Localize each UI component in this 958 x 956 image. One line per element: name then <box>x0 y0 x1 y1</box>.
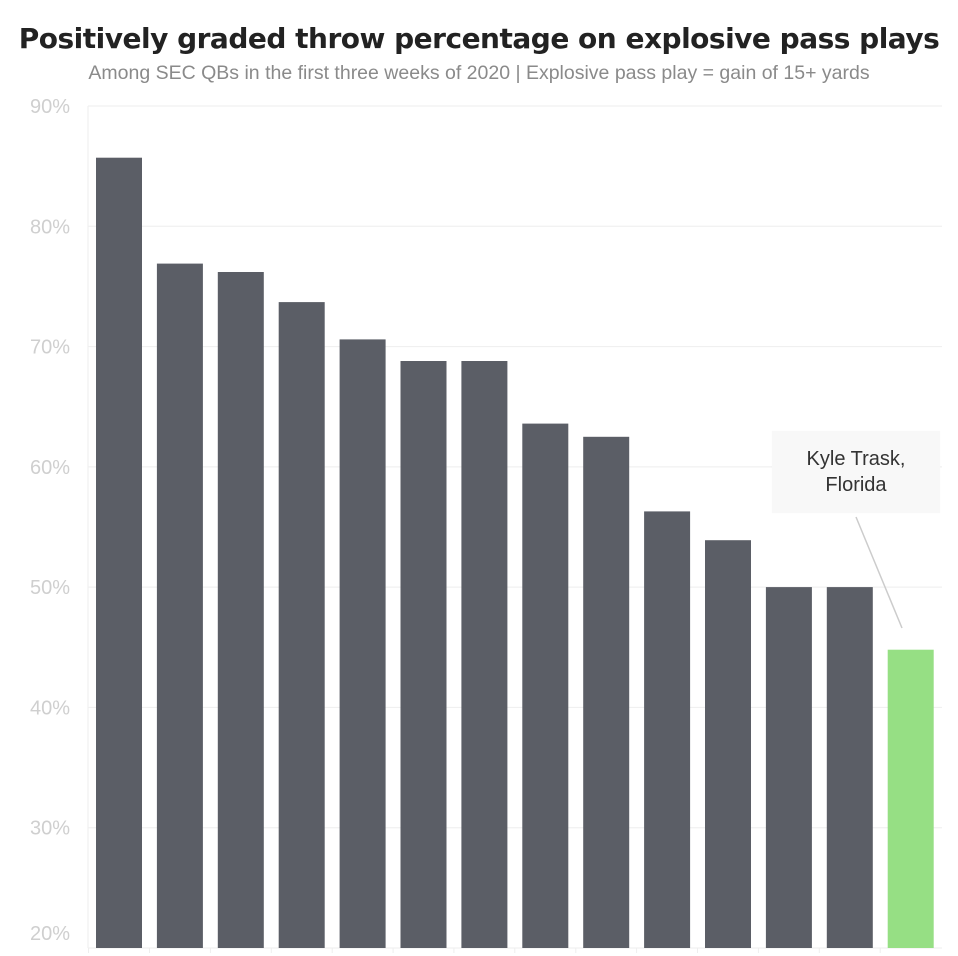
annotation-callout: Kyle Trask, Florida <box>772 431 940 513</box>
chart-title: Positively graded throw percentage on ex… <box>18 22 940 55</box>
bar <box>400 361 447 948</box>
y-tick-label: 60% <box>30 457 70 479</box>
gridlines <box>87 105 942 953</box>
bar <box>156 263 203 949</box>
bar <box>522 423 569 949</box>
bar <box>705 540 751 948</box>
y-axis-ticks: 20% 30% 40% 50% 60% 70% 80% 90% <box>30 96 70 945</box>
bars <box>96 157 934 949</box>
callout-leader-line <box>855 516 903 629</box>
y-tick-label: 80% <box>30 216 70 238</box>
y-tick-label: 40% <box>30 697 70 719</box>
bar <box>583 436 630 948</box>
bar <box>765 587 812 948</box>
y-tick-label: 90% <box>30 96 70 118</box>
y-tick-label: 30% <box>30 818 70 840</box>
y-tick-label: 20% <box>30 923 70 945</box>
y-tick-label: 50% <box>30 577 70 599</box>
bar <box>339 339 386 948</box>
bar <box>461 361 508 948</box>
bar <box>96 157 142 948</box>
chart-subtitle: Among SEC QBs in the first three weeks o… <box>88 62 870 84</box>
y-tick-label: 70% <box>30 337 70 359</box>
bar <box>826 587 873 948</box>
bar <box>644 511 691 948</box>
bar <box>217 272 264 948</box>
bar-highlighted <box>887 649 934 948</box>
annotation-text: Kyle Trask, Florida <box>806 448 906 496</box>
bar <box>278 302 325 949</box>
